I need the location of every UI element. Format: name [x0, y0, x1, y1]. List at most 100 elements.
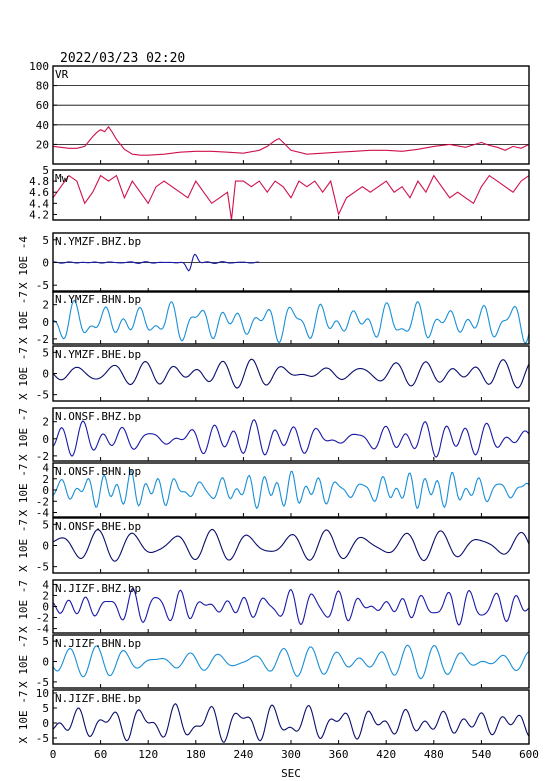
y-tick-label: 20: [36, 138, 49, 151]
panel-5: -2 0 2 N.ONSF.BHZ.bp X 10E -7: [17, 407, 530, 463]
y-tick-label: -2: [36, 333, 49, 346]
y-tick-label: 0: [42, 540, 49, 553]
x-tick-label: 60: [94, 748, 107, 761]
panel-frame: [52, 169, 530, 221]
series-line-2: [53, 253, 259, 272]
x-axis-label: SEC: [281, 767, 301, 780]
y-tick-label: -2: [36, 495, 49, 508]
series-line-7: [52, 528, 530, 562]
x-tick-label: 480: [424, 748, 444, 761]
y-tick-label: 2: [42, 299, 49, 312]
y-tick-label: 5: [42, 518, 49, 531]
y-tick-label: -4: [36, 623, 50, 636]
x-tick-label: 420: [376, 748, 396, 761]
y-tick-label: 4.6: [29, 186, 49, 199]
y-axis-unit-label: X 10E -7: [17, 519, 30, 572]
y-tick-label: 4.8: [29, 175, 49, 188]
y-tick-label: 0: [42, 433, 49, 446]
series-line-1: [52, 174, 530, 221]
panel-4: -5 0 5 N.YMZF.BHE.bp X 10E -7: [17, 345, 530, 402]
y-tick-label: 80: [36, 80, 49, 93]
y-tick-label: -5: [36, 676, 49, 689]
panel-label: N.ONSF.BHZ.bp: [55, 410, 141, 423]
y-tick-label: -2: [36, 612, 49, 625]
x-tick-label: 0: [50, 748, 57, 761]
panel-label: N.YMZF.BHN.bp: [55, 293, 141, 306]
y-tick-label: 60: [36, 99, 49, 112]
x-tick-label: 180: [186, 748, 206, 761]
y-tick-label: -2: [36, 450, 49, 463]
y-axis-unit-label: X 10E -7: [17, 347, 30, 400]
x-axis: 0 60 120 180 240 300 360 420 480 540 600: [50, 748, 539, 761]
y-tick-label: 5: [42, 234, 49, 247]
y-tick-label: 4: [42, 462, 49, 475]
y-tick-label: 2: [42, 473, 49, 486]
panel-10: -5 0 5 10 N.JIZF.BHE.bp X 10E -7: [17, 687, 530, 745]
timestamp-label: 2022/03/23 02:20: [60, 51, 185, 66]
panel-2: -5 0 5 N.YMZF.BHZ.bp X 10E -4: [17, 232, 530, 293]
panel-label: N.JIZF.BHE.bp: [55, 692, 141, 705]
series-line-10: [52, 703, 530, 743]
y-tick-label: 4.2: [29, 208, 49, 221]
series-line-3: [52, 299, 530, 344]
y-tick-label: 40: [36, 119, 49, 132]
series-line-8: [52, 587, 530, 626]
y-tick-label: 5: [42, 702, 49, 715]
panel-label: N.ONSF.BHN.bp: [55, 465, 141, 478]
x-tick-label: 600: [519, 748, 539, 761]
y-tick-label: 2: [42, 416, 49, 429]
y-tick-label: 10: [36, 687, 49, 700]
series-line-6: [52, 470, 530, 510]
y-axis-unit-label: X 10E -7: [17, 291, 30, 344]
panel-label: N.YMZF.BHZ.bp: [55, 235, 141, 248]
panel-3: -2 0 2 N.YMZF.BHN.bp X 10E -7: [17, 290, 530, 346]
y-tick-label: 0: [42, 717, 49, 730]
series-line-0: [52, 125, 530, 156]
y-axis-unit-label: X 10E -7: [17, 580, 30, 633]
x-tick-label: 540: [471, 748, 491, 761]
panel-9: -5 0 5 N.JIZF.BHN.bp X 10E -7: [17, 634, 530, 689]
panel-label: N.ONSF.BHE.bp: [55, 520, 141, 533]
series-line-9: [52, 644, 530, 680]
y-tick-label: 0: [42, 316, 49, 329]
y-tick-label: 4.4: [29, 197, 49, 210]
y-tick-label: 5: [42, 346, 49, 359]
x-tick-label: 120: [138, 748, 158, 761]
panel-label: N.JIZF.BHN.bp: [55, 637, 141, 650]
y-axis-unit-label: X 10E -7: [17, 464, 30, 517]
y-tick-label: 2: [42, 589, 49, 602]
panel-label: N.JIZF.BHZ.bp: [55, 582, 141, 595]
panel-1: 4.24.44.64.85 Mw: [29, 164, 530, 221]
y-axis-unit-label: X 10E -7: [17, 691, 30, 744]
panel-label: Mw: [55, 172, 69, 185]
x-tick-label: 240: [233, 748, 253, 761]
y-tick-label: 100: [29, 60, 49, 73]
y-tick-label: -5: [36, 732, 49, 745]
series-line-4: [52, 358, 530, 389]
panel-label: VR: [55, 68, 69, 81]
panel-7: -5 0 5 N.ONSF.BHE.bp X 10E -7: [17, 517, 530, 574]
y-tick-label: 4: [42, 578, 49, 591]
y-tick-label: -4: [36, 507, 50, 520]
y-tick-label: 0: [42, 257, 49, 270]
series-line-5: [52, 418, 530, 458]
y-axis-unit-label: X 10E -4: [17, 236, 30, 289]
y-tick-label: 0: [42, 656, 49, 669]
y-tick-label: -5: [36, 279, 49, 292]
y-tick-label: 5: [42, 164, 49, 177]
y-axis-unit-label: X 10E -7: [17, 635, 30, 688]
y-tick-label: 0: [42, 484, 49, 497]
y-axis-unit-label: X 10E -7: [17, 408, 30, 461]
y-tick-label: 0: [42, 601, 49, 614]
y-tick-label: -5: [36, 389, 49, 402]
y-tick-label: -5: [36, 561, 49, 574]
x-tick-label: 300: [281, 748, 301, 761]
y-tick-label: 5: [42, 635, 49, 648]
y-tick-label: 0: [42, 368, 49, 381]
x-tick-label: 360: [329, 748, 349, 761]
panel-label: N.YMZF.BHE.bp: [55, 348, 141, 361]
